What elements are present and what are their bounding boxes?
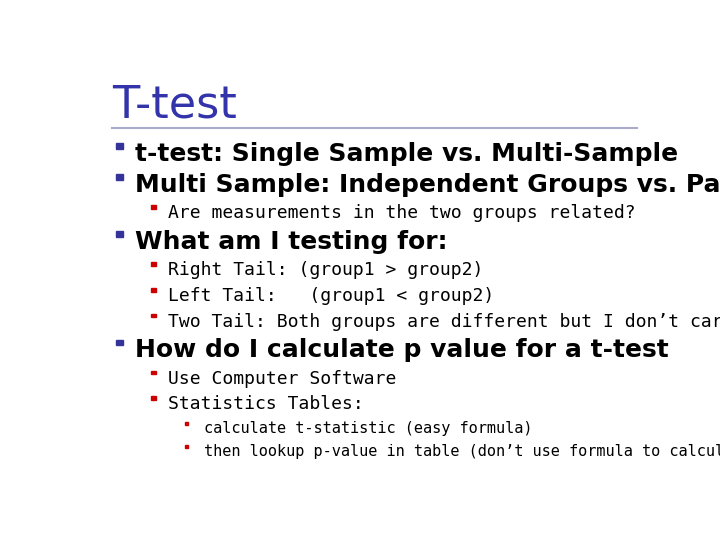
- FancyBboxPatch shape: [116, 143, 123, 148]
- Text: What am I testing for:: What am I testing for:: [135, 230, 447, 254]
- Text: Are measurements in the two groups related?: Are measurements in the two groups relat…: [168, 204, 636, 222]
- Text: Left Tail:   (group1 < group2): Left Tail: (group1 < group2): [168, 287, 495, 305]
- Text: Multi Sample: Independent Groups vs. Paired: Multi Sample: Independent Groups vs. Pai…: [135, 173, 720, 197]
- FancyBboxPatch shape: [184, 444, 189, 448]
- Text: calculate t-statistic (easy formula): calculate t-statistic (easy formula): [204, 421, 533, 436]
- FancyBboxPatch shape: [150, 262, 156, 266]
- Text: Two Tail: Both groups are different but I don’t care how: Two Tail: Both groups are different but …: [168, 313, 720, 330]
- Text: T-test: T-test: [112, 84, 237, 126]
- FancyBboxPatch shape: [150, 314, 156, 318]
- FancyBboxPatch shape: [150, 396, 156, 400]
- Text: Right Tail: (group1 > group2): Right Tail: (group1 > group2): [168, 261, 484, 279]
- FancyBboxPatch shape: [150, 370, 156, 374]
- FancyBboxPatch shape: [116, 174, 123, 180]
- FancyBboxPatch shape: [150, 205, 156, 209]
- FancyBboxPatch shape: [150, 288, 156, 292]
- Text: Statistics Tables:: Statistics Tables:: [168, 395, 364, 413]
- Text: Use Computer Software: Use Computer Software: [168, 369, 397, 388]
- FancyBboxPatch shape: [184, 422, 189, 425]
- Text: t-test: Single Sample vs. Multi-Sample: t-test: Single Sample vs. Multi-Sample: [135, 141, 678, 166]
- FancyBboxPatch shape: [116, 231, 123, 237]
- Text: then lookup p-value in table (don’t use formula to calculate !): then lookup p-value in table (don’t use …: [204, 443, 720, 458]
- Text: How do I calculate p value for a t-test: How do I calculate p value for a t-test: [135, 339, 668, 362]
- FancyBboxPatch shape: [116, 340, 123, 345]
